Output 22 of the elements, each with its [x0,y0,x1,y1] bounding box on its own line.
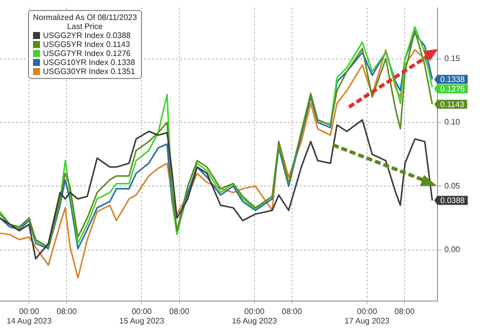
x-tick-label: 00:00 16 Aug 2023 [232,306,278,326]
x-tick-label: 08:00 [282,306,302,316]
legend-label: USGG30YR Index 0.1351 [43,67,136,76]
y-tick-label: 0.15 [444,54,461,63]
x-tick-label: 08:00 [56,306,78,316]
x-tick-label: 00:00 14 Aug 2023 [6,306,52,326]
x-tick-label: 00:00 17 Aug 2023 [344,306,390,326]
x-tick-label: 08:00 [169,306,190,316]
data-label: 0.1143 [440,100,465,109]
legend-label: USGG2YR Index 0.0388 [43,31,131,40]
data-label: 0.1276 [440,84,466,94]
y-tick-label: 0.05 [444,181,461,190]
legend-title: Normalized As Of 08/11/2023 Last Price [33,13,137,31]
legend-label: USGG5YR Index 0.1143 [43,40,130,49]
y-tick-label: 0.00 [444,245,461,254]
data-label: 0.0388 [440,196,466,206]
x-tick-label: 08:00 [394,306,416,316]
legend-label: USGG10YR Index 0.1338 [43,58,136,67]
data-label: 0.1338 [440,75,466,84]
legend-label: USGG7YR Index 0.1276 [43,49,131,58]
y-tick-label: 0.10 [444,118,461,127]
x-tick-label: 00:00 15 Aug 2023 [119,306,165,326]
